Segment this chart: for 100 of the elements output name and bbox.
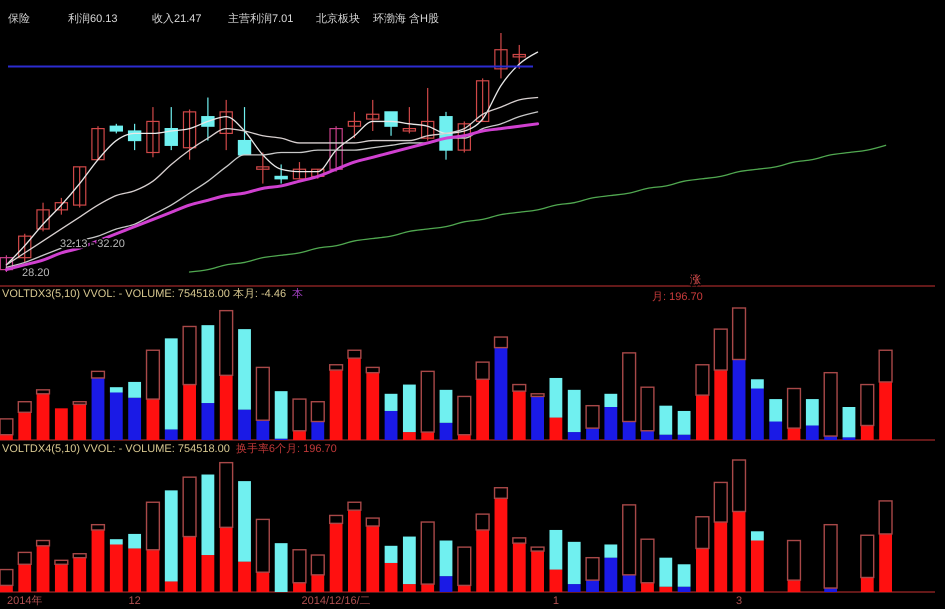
candlestick (18, 233, 32, 264)
x-tick-label: 2014/12/16/二 (302, 595, 371, 607)
bar (18, 552, 32, 565)
candlestick (476, 78, 490, 122)
candlestick (402, 106, 416, 134)
bar (220, 527, 233, 592)
bar (110, 539, 123, 544)
bar (604, 407, 618, 440)
bar (420, 370, 435, 433)
bar (695, 364, 710, 396)
bar (512, 543, 526, 592)
bar (92, 530, 104, 592)
bar (54, 560, 68, 565)
text: 月: 196.70 (652, 291, 703, 303)
bar (604, 544, 618, 558)
chart-title: VOLTDX4(5,10) VVOL: - VOLUME: 754518.00 (2, 443, 230, 455)
bar (164, 338, 178, 430)
bar (714, 522, 728, 592)
bar (328, 514, 344, 524)
bar (786, 388, 802, 429)
bar (568, 390, 581, 432)
bar (18, 401, 32, 413)
bar (36, 394, 50, 440)
bar (678, 564, 691, 587)
bar (292, 549, 307, 584)
bar (348, 510, 361, 592)
bar (769, 422, 782, 440)
x-tick-label: 2014年 (6, 595, 42, 607)
bar (73, 558, 86, 592)
bar (183, 536, 196, 592)
bar (440, 576, 452, 592)
bar (879, 382, 892, 440)
bar (146, 502, 160, 550)
bar (512, 384, 526, 392)
bar (36, 540, 50, 546)
bar (54, 408, 68, 440)
bar (586, 428, 599, 440)
bar (824, 588, 838, 592)
bar (842, 407, 856, 438)
bar (238, 329, 251, 410)
bar (659, 434, 672, 440)
candlestick (311, 168, 324, 180)
candlestick (256, 152, 270, 184)
bar (788, 428, 800, 440)
bar (440, 540, 452, 576)
bar (568, 542, 581, 584)
candlestick (220, 99, 233, 151)
bar (732, 307, 746, 360)
bar (201, 474, 214, 556)
bar (549, 378, 562, 418)
bar (36, 546, 50, 592)
bar (292, 398, 307, 432)
bar (274, 391, 288, 439)
bar (622, 352, 636, 422)
candlestick (348, 111, 362, 139)
candlestick (36, 202, 50, 232)
bar (402, 584, 416, 592)
bar (366, 366, 380, 374)
bar (402, 432, 416, 440)
bar (256, 572, 270, 592)
chart-subtitle: 本 (292, 287, 304, 300)
bar (678, 434, 691, 440)
bar (164, 490, 178, 582)
candlestick (384, 111, 398, 136)
bar (549, 570, 562, 592)
bar (788, 580, 800, 592)
bar (860, 384, 874, 426)
bar (696, 548, 709, 592)
bar (750, 379, 764, 389)
bar (750, 388, 764, 440)
bar (476, 361, 490, 380)
bar (110, 392, 123, 440)
bar (786, 540, 802, 581)
bar (824, 524, 838, 589)
bar (366, 517, 380, 527)
bar (531, 551, 544, 592)
candlestick (292, 161, 306, 180)
bar (384, 546, 398, 563)
text: 利润60.13 (68, 12, 118, 25)
bar (256, 518, 270, 573)
bar (256, 366, 270, 421)
bar (732, 359, 746, 440)
text: 北京板块 (316, 12, 360, 25)
candlestick (238, 106, 252, 156)
bar (164, 581, 178, 592)
chart-subtitle: 换手率6个月: 196.70 (236, 442, 337, 455)
candlestick (54, 197, 68, 216)
bar (622, 422, 636, 440)
bar (476, 530, 490, 592)
bar (457, 546, 472, 586)
bar (860, 534, 874, 578)
bar (604, 394, 618, 407)
candlestick (329, 126, 343, 172)
bar (878, 500, 893, 535)
bar (328, 364, 344, 371)
bar (860, 577, 874, 592)
bar (531, 396, 544, 440)
bar (36, 389, 50, 394)
bar (90, 524, 106, 531)
bar (732, 511, 746, 592)
